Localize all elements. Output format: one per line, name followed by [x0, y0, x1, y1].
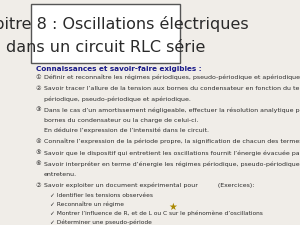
Text: dans un circuit RLC série: dans un circuit RLC série [6, 40, 206, 54]
Text: Savoir interpréter en terme d’énergie les régimes périodique, pseudo-périodique,: Savoir interpréter en terme d’énergie le… [44, 162, 300, 167]
Text: Connaissances et savoir-faire exigibles :: Connaissances et savoir-faire exigibles … [36, 66, 201, 72]
Text: ⑤: ⑤ [36, 150, 41, 155]
Text: Savoir tracer l’allure de la tension aux bornes du condensateur en fonction du t: Savoir tracer l’allure de la tension aux… [44, 86, 300, 91]
Text: Savoir que le dispositif qui entretient les oscillations fournit l’énergie évacu: Savoir que le dispositif qui entretient … [44, 150, 300, 156]
Text: ③: ③ [36, 107, 41, 112]
Text: Connaître l’expression de la période propre, la signification de chacun des term: Connaître l’expression de la période pro… [44, 139, 300, 144]
Text: Savoir exploiter un document expérimental pour          (Exercices):: Savoir exploiter un document expérimenta… [44, 183, 254, 188]
Text: ✓ Reconnaître un régime: ✓ Reconnaître un régime [50, 202, 124, 207]
FancyBboxPatch shape [31, 4, 181, 63]
Text: ★: ★ [169, 202, 177, 211]
Text: ⑦: ⑦ [36, 183, 41, 188]
Text: ✓ Déterminer une pseudo-période: ✓ Déterminer une pseudo-période [50, 219, 152, 225]
Text: ⑥: ⑥ [36, 162, 41, 166]
Text: bornes du condensateur ou la charge de celui-ci.: bornes du condensateur ou la charge de c… [44, 117, 198, 123]
Text: ②: ② [36, 86, 41, 91]
Text: ④: ④ [36, 139, 41, 144]
Text: Chapitre 8 : Oscillations électriques: Chapitre 8 : Oscillations électriques [0, 16, 249, 32]
Text: entretenu.: entretenu. [44, 172, 76, 177]
Text: ①: ① [36, 75, 41, 80]
Text: périodique, pseudo-périodique et apériodique.: périodique, pseudo-périodique et apériod… [44, 96, 190, 101]
Text: Dans le cas d’un amortissement négligeable, effectuer la résolution analytique p: Dans le cas d’un amortissement négligeab… [44, 107, 300, 113]
Text: En déduire l’expression de l’intensité dans le circuit.: En déduire l’expression de l’intensité d… [44, 128, 208, 133]
Text: ✓ Montrer l’influence de R, et de L ou C sur le phénomène d’oscillations: ✓ Montrer l’influence de R, et de L ou C… [50, 210, 262, 216]
Text: Définir et reconnaître les régimes périodiques, pseudo-périodique et apériodique: Définir et reconnaître les régimes pério… [44, 75, 300, 80]
Text: ✓ Identifier les tensions observées: ✓ Identifier les tensions observées [50, 193, 153, 198]
